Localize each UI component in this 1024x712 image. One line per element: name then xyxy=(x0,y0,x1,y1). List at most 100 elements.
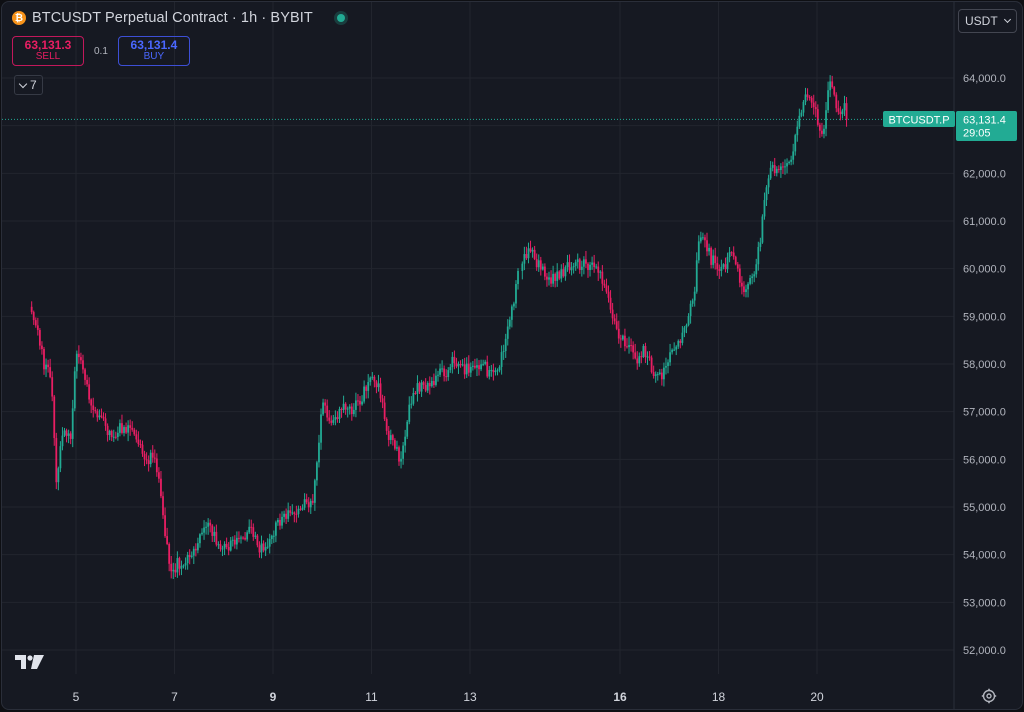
candle-body xyxy=(371,376,374,378)
bitcoin-icon: ₿ xyxy=(12,11,26,25)
candle-body xyxy=(402,445,405,459)
candle-body xyxy=(837,108,840,112)
candle-body xyxy=(47,364,49,368)
candle-body xyxy=(53,396,56,439)
market-status-icon[interactable] xyxy=(336,14,345,22)
time-tick-label: 7 xyxy=(171,690,178,704)
candle-body xyxy=(116,432,119,438)
candle-body xyxy=(313,480,316,503)
candle-body xyxy=(480,364,482,370)
candle-body xyxy=(517,271,519,285)
price-tick-label: 58,000.0 xyxy=(963,359,1006,371)
candle-body xyxy=(669,352,671,363)
buy-label: BUY xyxy=(143,51,165,63)
candle-body xyxy=(357,400,359,402)
candle-body xyxy=(166,536,169,544)
candle-body xyxy=(398,447,400,462)
chevron-down-icon xyxy=(1003,15,1012,24)
candle-body xyxy=(831,81,834,88)
settings-gear-icon[interactable] xyxy=(981,688,997,704)
candle-body xyxy=(307,502,310,508)
candle-body xyxy=(708,247,710,252)
bar-countdown: 29:05 xyxy=(963,128,991,140)
buy-button[interactable]: 63,131.4 BUY xyxy=(117,36,190,66)
candle-body xyxy=(149,452,152,465)
candle-body xyxy=(123,427,125,433)
candle-body xyxy=(196,543,199,551)
candle-body xyxy=(769,167,772,179)
candle-body xyxy=(525,254,528,259)
candle-body xyxy=(86,379,88,385)
candle-body xyxy=(833,87,836,95)
time-tick-label: 13 xyxy=(463,690,477,704)
candle-body xyxy=(777,168,780,171)
candle-body xyxy=(320,414,322,443)
price-tick-label: 54,000.0 xyxy=(963,550,1006,562)
indicators-toggle-button[interactable]: 7 xyxy=(14,75,43,95)
symbol-title[interactable]: BTCUSDT Perpetual Contract · 1h · BYBIT xyxy=(32,10,313,26)
candle-body xyxy=(796,126,799,136)
candle-body xyxy=(322,402,324,415)
candle-body xyxy=(125,427,127,433)
candle-body xyxy=(763,200,766,217)
price-tick-label: 59,000.0 xyxy=(963,311,1006,323)
candle-body xyxy=(738,268,741,283)
time-tick-label: 9 xyxy=(270,690,277,704)
time-tick-label: 11 xyxy=(365,690,378,704)
candle-body xyxy=(792,151,795,160)
price-axis-label-bg xyxy=(956,111,1017,141)
candle-body xyxy=(281,516,283,526)
candle-body xyxy=(129,425,132,428)
candle-body xyxy=(141,444,144,454)
candle-body xyxy=(203,527,205,533)
candle-body xyxy=(215,531,218,545)
candle-body xyxy=(576,259,579,263)
candle-body xyxy=(332,419,335,423)
candle-body xyxy=(453,356,456,364)
candle-body xyxy=(648,356,651,358)
candle-body xyxy=(605,285,608,292)
tradingview-logo-icon[interactable] xyxy=(15,655,45,669)
candle-body xyxy=(630,345,632,347)
currency-select[interactable]: USDT xyxy=(958,9,1017,33)
candle-body xyxy=(381,398,384,403)
candle-body xyxy=(667,362,669,367)
candle-body xyxy=(186,555,189,564)
candle-body xyxy=(621,335,624,340)
candle-body xyxy=(309,500,312,508)
candle-body xyxy=(262,543,265,551)
candle-body xyxy=(287,510,290,519)
candle-body xyxy=(104,418,107,426)
candle-body xyxy=(531,249,534,252)
candle-body xyxy=(301,507,304,510)
sell-button[interactable]: 63,131.3 SELL xyxy=(12,36,84,66)
price-tick-label: 62,000.0 xyxy=(963,168,1006,180)
candle-body xyxy=(242,537,244,539)
candle-body xyxy=(716,263,719,270)
candle-body xyxy=(121,423,123,433)
candle-body xyxy=(373,376,376,382)
candle-body xyxy=(702,237,704,239)
candle-body xyxy=(227,547,230,551)
candle-body xyxy=(589,264,591,270)
candle-body xyxy=(835,94,838,109)
candle-body xyxy=(424,384,427,391)
candle-body xyxy=(798,115,801,127)
candle-body xyxy=(221,548,224,550)
candle-body xyxy=(205,526,208,528)
candle-body xyxy=(100,415,103,417)
candle-body xyxy=(55,438,58,483)
time-axis: 5 7 9 11 13 16 18 20 xyxy=(73,690,824,704)
candle-body xyxy=(119,423,121,433)
candle-body xyxy=(92,405,95,410)
candle-body xyxy=(102,416,105,419)
candle-body xyxy=(628,345,630,348)
candle-body xyxy=(761,216,764,243)
candle-body xyxy=(646,356,649,358)
candle-body xyxy=(642,346,645,357)
candle-body xyxy=(178,558,181,569)
candle-body xyxy=(143,453,146,460)
candle-body xyxy=(640,356,643,358)
candles xyxy=(30,75,848,579)
